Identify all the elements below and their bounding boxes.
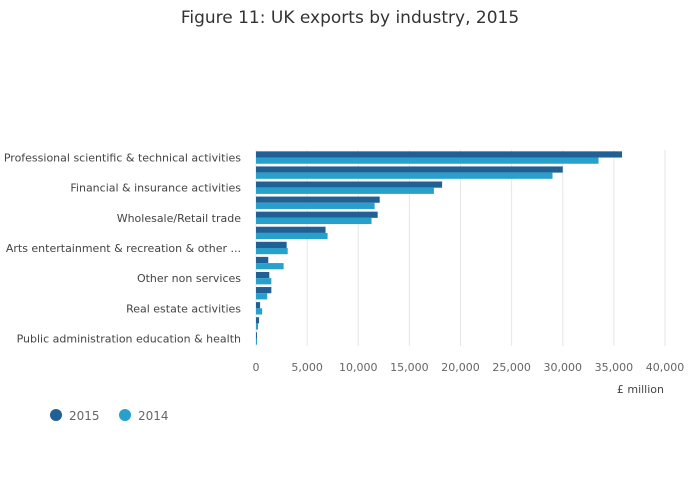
bar-2015[interactable] (256, 196, 380, 203)
x-tick-label: 20,000 (441, 361, 480, 374)
x-tick-label: 0 (253, 361, 260, 374)
legend-item-2015[interactable]: 2015 (50, 409, 100, 423)
category-label: Professional scientific & technical acti… (4, 152, 241, 165)
category-label: Real estate activities (126, 302, 241, 315)
category-label: Wholesale/Retail trade (117, 212, 242, 225)
bar-2015[interactable] (256, 211, 378, 218)
bar-2014[interactable] (256, 248, 288, 255)
bar-2015[interactable] (256, 302, 261, 309)
bar-2015[interactable] (256, 271, 270, 279)
legend-item-2014[interactable]: 2014 (119, 409, 169, 423)
x-tick-label: 35,000 (595, 361, 634, 374)
legend-label: 2014 (138, 409, 169, 423)
x-axis-title: £ million (617, 383, 664, 396)
category-label: Public administration education & health (17, 332, 241, 345)
legend-label: 2015 (69, 409, 100, 423)
bar-2014[interactable] (256, 278, 272, 285)
x-tick-label: 10,000 (339, 361, 378, 374)
x-tick-label: 25,000 (492, 361, 531, 374)
legend-marker (50, 409, 62, 421)
category-label: Arts entertainment & recreation & other … (6, 242, 241, 255)
bar-2015[interactable] (256, 226, 326, 233)
bar-2014[interactable] (256, 172, 553, 179)
bar-2014[interactable] (256, 202, 375, 209)
bar-2015[interactable] (256, 241, 287, 248)
bar-2015[interactable] (256, 166, 563, 173)
bar-2014[interactable] (256, 232, 328, 240)
bar-2014[interactable] (256, 187, 434, 194)
gridlines (255, 150, 666, 346)
bar-2015[interactable] (256, 332, 258, 339)
bar-2014[interactable] (256, 263, 284, 270)
category-label: Financial & insurance activities (70, 182, 241, 195)
bar-2014[interactable] (256, 157, 599, 164)
bar-2015[interactable] (256, 287, 272, 294)
bar-2014[interactable] (256, 293, 268, 300)
x-tick-label: 30,000 (544, 361, 583, 374)
bars (256, 151, 623, 345)
x-tick-label: 5,000 (291, 361, 323, 374)
x-axis-ticks: 0 5,000 10,000 15,000 20,000 25,000 30,000 35,0… (253, 361, 685, 374)
chart-title: Figure 11: UK exports by industry, 2015 (181, 8, 519, 28)
legend-marker (119, 409, 131, 421)
bar-2015[interactable] (256, 181, 443, 188)
bar-2014[interactable] (256, 323, 259, 330)
x-tick-label: 15,000 (390, 361, 429, 374)
x-tick-label: 40,000 (646, 361, 685, 374)
bar-2014[interactable] (256, 308, 263, 315)
category-labels: Professional scientific & technical acti… (4, 152, 241, 346)
category-label: Other non services (137, 272, 241, 285)
bar-2015[interactable] (256, 256, 269, 264)
bar-2015[interactable] (256, 151, 623, 158)
bar-2014[interactable] (256, 217, 372, 225)
bar-2015[interactable] (256, 317, 260, 324)
legend[interactable]: 2015 2014 (50, 409, 169, 423)
bar-2014[interactable] (256, 338, 258, 345)
